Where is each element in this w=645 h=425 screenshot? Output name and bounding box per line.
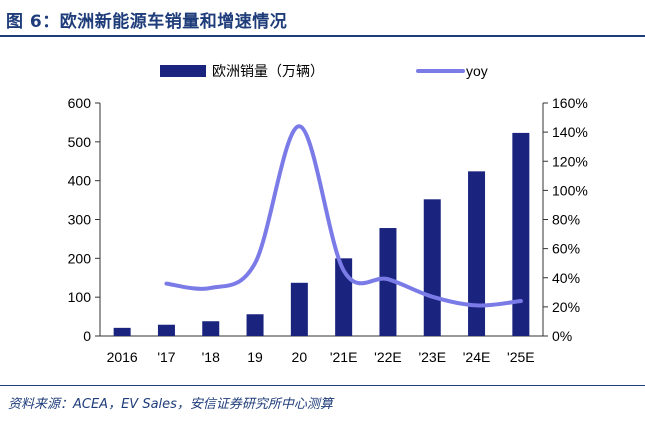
- right-tick-label: 120%: [552, 153, 588, 169]
- x-tick-label: '24E: [463, 349, 491, 365]
- legend: 欧洲销量（万辆） yoy: [160, 63, 488, 79]
- title-rule: [0, 35, 645, 37]
- bar: [157, 324, 175, 336]
- bar: [246, 314, 264, 336]
- right-tick-label: 0%: [552, 328, 572, 344]
- left-tick-label: 300: [68, 212, 92, 228]
- source-note: 资料来源：ACEA，EV Sales，安信证券研究所中心测算: [8, 397, 333, 412]
- x-tick-label: '18: [202, 349, 220, 365]
- left-axis: 0 100 200 300 400 500 600: [68, 95, 101, 344]
- bar: [512, 132, 530, 336]
- bar: [290, 282, 308, 336]
- left-tick-label: 500: [68, 134, 92, 150]
- right-tick-label: 20%: [552, 299, 580, 315]
- left-tick-label: 600: [68, 95, 92, 111]
- x-tick-label: '22E: [374, 349, 402, 365]
- x-axis: 2016 '17 '18 19 20 '21E '22E '23E '24E '25E: [100, 335, 543, 365]
- bar: [202, 321, 220, 336]
- left-tick-label: 400: [68, 173, 92, 189]
- bar: [423, 199, 441, 336]
- x-tick-label: '23E: [418, 349, 446, 365]
- legend-label-line: yoy: [466, 63, 488, 79]
- figure-title: 图 6：欧洲新能源车销量和增速情况: [6, 12, 288, 32]
- bar-series: [113, 132, 530, 336]
- bar: [468, 171, 486, 336]
- source-rule: [0, 385, 645, 386]
- line-series: [164, 124, 523, 308]
- figure-header: 图 6：欧洲新能源车销量和增速情况: [0, 0, 645, 38]
- x-tick-label: 2016: [107, 349, 138, 365]
- x-tick-label: '21E: [330, 349, 358, 365]
- chart: 欧洲销量（万辆） yoy 0 100 200 300 400 500 600 0% 20% 40%…: [68, 63, 588, 365]
- yoy-line: [164, 124, 523, 308]
- legend-label-bar: 欧洲销量（万辆）: [212, 63, 324, 79]
- left-tick-label: 100: [68, 289, 92, 305]
- right-tick-label: 160%: [552, 95, 588, 111]
- left-tick-label: 0: [83, 328, 91, 344]
- right-tick-label: 100%: [552, 182, 588, 198]
- right-tick-label: 80%: [552, 212, 580, 228]
- right-tick-label: 60%: [552, 241, 580, 257]
- bar: [113, 327, 131, 336]
- right-tick-label: 140%: [552, 124, 588, 140]
- left-tick-label: 200: [68, 250, 92, 266]
- x-tick-label: '25E: [507, 349, 535, 365]
- x-tick-label: 19: [247, 349, 263, 365]
- right-tick-label: 40%: [552, 270, 580, 286]
- legend-swatch-bar: [160, 65, 206, 77]
- bar: [379, 228, 397, 336]
- x-tick-label: 20: [292, 349, 308, 365]
- right-axis: 0% 20% 40% 60% 80% 100% 120% 140% 160%: [542, 95, 588, 344]
- x-tick-label: '17: [157, 349, 175, 365]
